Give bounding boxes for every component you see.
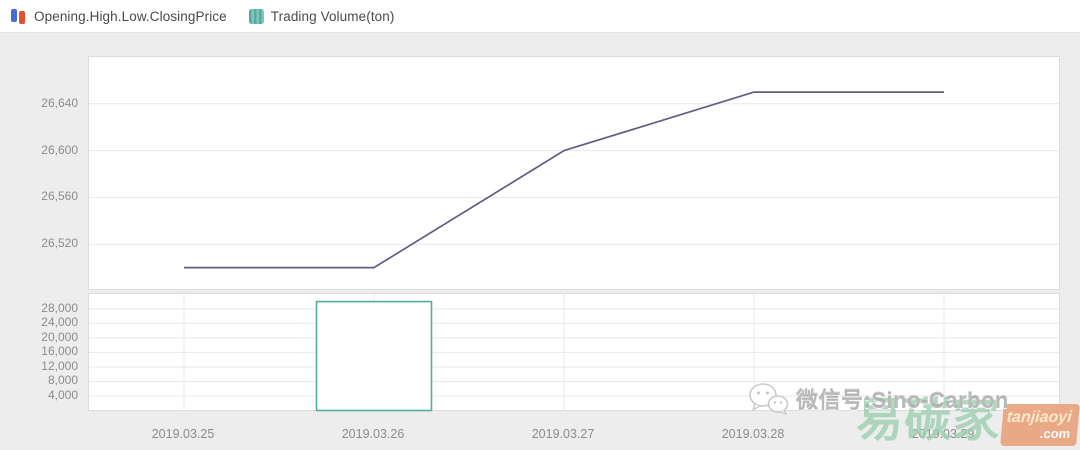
volume-plot-svg (89, 294, 1061, 412)
legend-item-price[interactable]: Opening.High.Low.ClosingPrice (10, 7, 227, 25)
x-axis-date-label: 2019.03.27 (531, 427, 595, 441)
volume-y-tick-label: 24,000 (41, 315, 78, 330)
x-axis-date-label: 2019.03.28 (721, 427, 785, 441)
volume-y-tick-label: 20,000 (41, 329, 78, 344)
legend-volume-label: Trading Volume(ton) (270, 8, 395, 24)
price-chart-pane (88, 56, 1061, 290)
price-y-tick-label: 26,560 (41, 189, 78, 204)
chart-panel: 26,520 26,560 26,600 26,640 4,000 8,000 12,000… (0, 32, 1080, 450)
volume-bars-icon (248, 8, 264, 24)
legend-item-volume[interactable]: Trading Volume(ton) (248, 8, 395, 24)
volume-y-tick-label: 4,000 (47, 387, 78, 402)
volume-bar[interactable] (315, 300, 433, 412)
price-y-tick-label: 26,520 (41, 236, 78, 251)
x-axis-date-label: 2019.03.29 (911, 427, 975, 441)
chart-legend: Opening.High.Low.ClosingPrice Trading Vo… (0, 0, 1080, 32)
x-axis-date-label: 2019.03.25 (151, 427, 215, 441)
volume-chart-pane (88, 293, 1061, 412)
volume-y-tick-label: 28,000 (41, 300, 78, 315)
legend-price-label: Opening.High.Low.ClosingPrice (34, 8, 227, 24)
price-line[interactable] (184, 91, 944, 269)
volume-y-tick-label: 8,000 (47, 373, 78, 388)
price-plot-svg (89, 91, 1061, 269)
price-y-tick-label: 26,640 (41, 95, 78, 110)
x-axis-date-label: 2019.03.26 (341, 427, 405, 441)
stamp-tld-text: .com (1039, 425, 1071, 441)
volume-y-tick-label: 12,000 (41, 358, 78, 373)
candlestick-icon (10, 7, 27, 25)
volume-y-tick-label: 16,000 (41, 344, 78, 359)
price-y-tick-label: 26,600 (41, 142, 78, 157)
